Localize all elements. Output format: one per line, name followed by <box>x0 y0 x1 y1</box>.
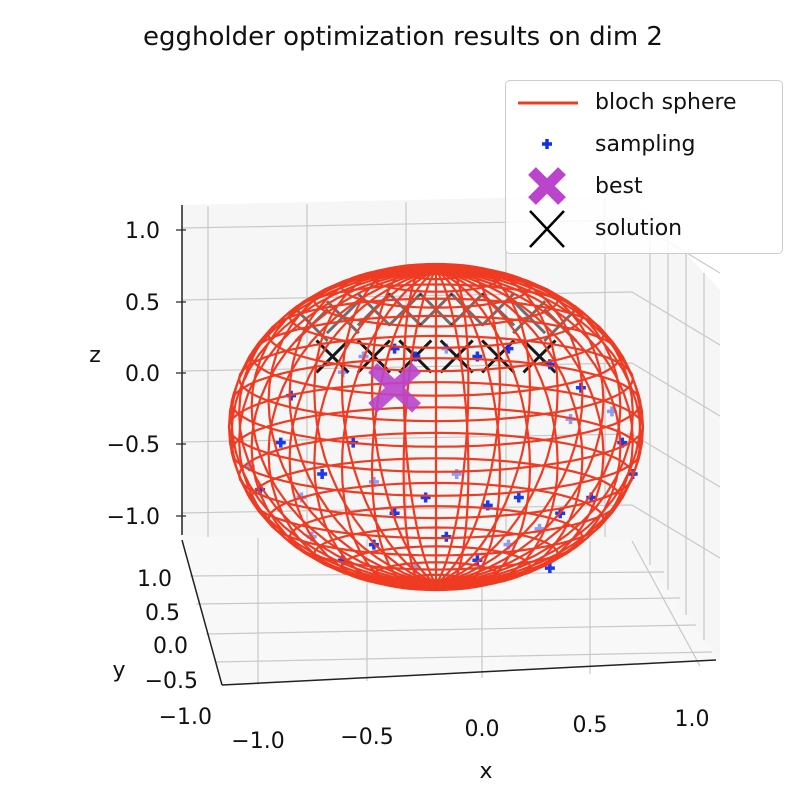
bloch-sphere-wireframe <box>227 262 645 592</box>
x-tick-label: 0.5 <box>573 713 608 738</box>
legend: bloch sphere sampling best solution <box>505 80 783 254</box>
legend-label: sampling <box>595 132 696 157</box>
z-gridline-back <box>181 291 633 301</box>
x-tick-label: −0.5 <box>340 725 393 750</box>
z-gridline-side <box>631 362 721 417</box>
z-gridline-side <box>631 433 721 488</box>
best-marker <box>368 362 421 413</box>
x-tick-label: 0.0 <box>465 717 500 742</box>
sampling-marker <box>420 492 431 503</box>
legend-item-bloch-sphere: bloch sphere <box>506 83 782 123</box>
legend-label: solution <box>595 216 683 241</box>
y-tick-label: −1.0 <box>159 705 212 730</box>
sampling-marker <box>544 563 555 574</box>
z-tick-label: −0.5 <box>107 433 160 458</box>
sampling-marker <box>513 492 524 503</box>
x-tick-label: 1.0 <box>675 707 710 732</box>
y-axis-label: y <box>112 658 125 683</box>
z-tick-label: 0.5 <box>125 291 160 316</box>
legend-plus-swatch <box>542 139 552 149</box>
sampling-marker <box>275 437 286 448</box>
y-gridline-floor <box>189 571 665 577</box>
y-tick-label: −0.5 <box>145 669 198 694</box>
axes-lines <box>181 205 717 686</box>
tick-labels: 1.0 0.5 0.0 −0.5 −1.0 −1.0 −0.5 0.0 0.5 1.0 −1.0 −0… <box>107 219 710 754</box>
legend-label: bloch sphere <box>595 90 737 115</box>
best-marker-x <box>368 362 421 413</box>
sphere-meridian-line <box>230 269 642 585</box>
z-tick-label: −1.0 <box>107 505 160 530</box>
legend-item-best: best <box>506 167 782 207</box>
z-gridline-back <box>181 504 633 514</box>
x-gridline-floor <box>631 540 701 667</box>
legend-item-solution: solution <box>506 209 782 249</box>
z-gridline-side <box>631 504 721 559</box>
x-axis-label: x <box>479 759 492 784</box>
sampling-marker <box>441 531 452 542</box>
floor-pane <box>182 535 720 685</box>
z-tick-label: 1.0 <box>125 219 160 244</box>
side-pane <box>632 195 720 660</box>
legend-item-sampling: sampling <box>506 125 782 165</box>
x-tick-label: −1.0 <box>231 729 284 754</box>
z-tick-label: 0.0 <box>125 362 160 387</box>
legend-line-swatch <box>518 101 578 105</box>
legend-x-filled-swatch <box>528 167 566 205</box>
z-axis-label: z <box>89 343 101 368</box>
y-tick-label: 0.5 <box>145 601 180 626</box>
y-tick-label: 1.0 <box>137 567 172 592</box>
legend-x-swatch <box>529 210 565 248</box>
y-gridline-floor <box>195 597 681 605</box>
chart-title: eggholder optimization results on dim 2 <box>143 22 663 52</box>
y-gridline-floor <box>214 651 713 663</box>
y-tick-label: 0.0 <box>153 634 188 659</box>
sampling-marker <box>317 469 328 480</box>
y-axis-line <box>181 539 223 686</box>
z-gridline-side <box>631 291 721 346</box>
legend-label: best <box>595 174 643 199</box>
x-axis-line <box>221 659 717 686</box>
y-gridline-floor <box>205 624 697 635</box>
